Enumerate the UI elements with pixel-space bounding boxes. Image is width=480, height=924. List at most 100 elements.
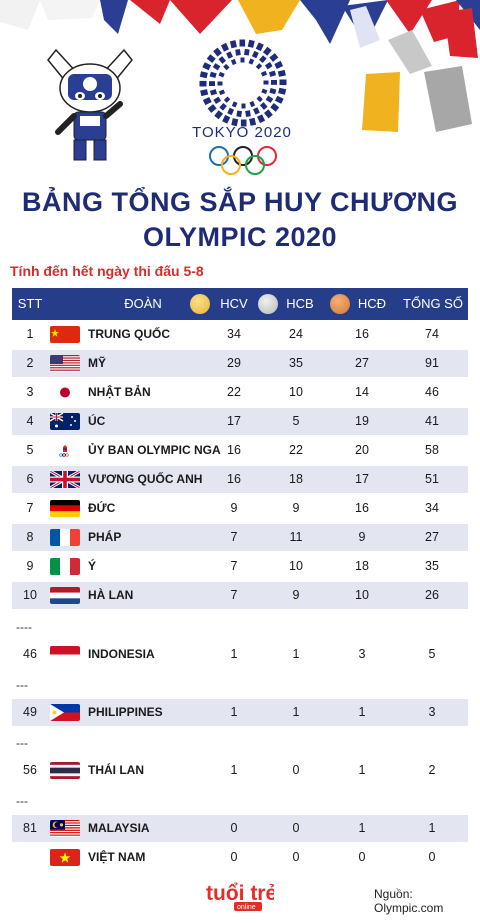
indonesia-flag-icon — [50, 646, 80, 663]
olympic-rings-icon — [209, 146, 277, 175]
team-name: THÁI LAN — [88, 763, 144, 777]
bronze-count: 17 — [355, 472, 369, 486]
gold-count: 7 — [230, 559, 238, 573]
total-count: 26 — [425, 588, 439, 602]
gold-count: 1 — [230, 705, 238, 719]
total-count: 91 — [425, 356, 439, 370]
total-count: 34 — [425, 501, 439, 515]
total-count: 51 — [425, 472, 439, 486]
header-silver: HCB — [286, 296, 314, 311]
svg-text:tuổi trẻ: tuổi trẻ — [206, 882, 274, 905]
silver-medal-icon — [258, 294, 278, 314]
row-separator: --- — [16, 736, 28, 750]
table-row: 1 TRUNG QUỐC 34 24 16 74 — [12, 321, 468, 348]
gold-medal-icon — [190, 294, 210, 314]
rank: 81 — [23, 821, 37, 835]
total-count: 2 — [428, 763, 436, 777]
team-name: MỸ — [88, 356, 106, 370]
total-count: 58 — [425, 443, 439, 457]
rank: 6 — [26, 472, 34, 486]
gold-count: 29 — [227, 356, 241, 370]
team-name: VIỆT NAM — [88, 850, 146, 864]
rank: 56 — [23, 763, 37, 777]
table-row: 49 PHILIPPINES 1 1 1 3 — [12, 699, 468, 726]
header-team: ĐOÀN — [124, 296, 162, 311]
tokyo-2020-emblem — [199, 39, 287, 127]
malaysia-flag-icon — [50, 820, 80, 837]
china-flag-icon — [50, 326, 80, 343]
bronze-medal-icon — [330, 294, 350, 314]
total-count: 27 — [425, 530, 439, 544]
bronze-count: 16 — [355, 501, 369, 515]
rank: 3 — [26, 385, 34, 399]
date-note: Tính đến hết ngày thi đấu 5-8 — [10, 263, 204, 279]
silver-count: 0 — [292, 763, 300, 777]
italy-flag-icon — [50, 558, 80, 575]
team-name: Ý — [88, 559, 97, 573]
row-separator: ---- — [16, 620, 32, 634]
germany-flag-icon — [50, 500, 80, 517]
philippines-flag-icon — [50, 704, 80, 721]
silver-count: 1 — [292, 647, 300, 661]
rank: 4 — [26, 414, 34, 428]
team-name: NHẬT BẢN — [88, 385, 151, 399]
rank — [12, 844, 48, 871]
total-count: 5 — [428, 647, 436, 661]
team-name: INDONESIA — [88, 647, 155, 661]
gold-count: 7 — [230, 588, 238, 602]
vietnam-flag-icon — [50, 849, 80, 866]
rank: 9 — [26, 559, 34, 573]
table-row: 46 INDONESIA 1 1 3 5 — [12, 641, 468, 668]
table-row: 56 THÁI LAN 1 0 1 2 — [12, 757, 468, 784]
gold-count: 9 — [230, 501, 238, 515]
bronze-count: 27 — [355, 356, 369, 370]
gold-count: 34 — [227, 327, 241, 341]
usa-flag-icon — [50, 355, 80, 372]
rank: 49 — [23, 705, 37, 719]
total-count: 41 — [425, 414, 439, 428]
gold-count: 17 — [227, 414, 241, 428]
rank: 7 — [26, 501, 34, 515]
total-count: 46 — [425, 385, 439, 399]
total-count: 0 — [428, 850, 436, 864]
gold-count: 22 — [227, 385, 241, 399]
gold-count: 0 — [230, 850, 238, 864]
mascot-illustration — [47, 48, 133, 161]
total-count: 3 — [428, 705, 436, 719]
table-row: 3 NHẬT BẢN 22 10 14 46 — [12, 379, 468, 406]
gold-count: 1 — [230, 763, 238, 777]
svg-text:online: online — [237, 904, 256, 911]
team-name: ỦY BAN OLYMPIC NGA — [88, 443, 221, 457]
silver-count: 0 — [292, 850, 300, 864]
table-row: 6 VƯƠNG QUỐC ANH 16 18 17 51 — [12, 466, 468, 493]
rank: 2 — [26, 356, 34, 370]
team-name: ÚC — [88, 414, 106, 428]
gold-count: 16 — [227, 472, 241, 486]
rank: 8 — [26, 530, 34, 544]
games-name: TOKYO 2020 — [192, 124, 292, 141]
source-note: Nguồn: Olympic.com — [374, 887, 444, 915]
total-count: 1 — [428, 821, 436, 835]
team-name: TRUNG QUỐC — [88, 327, 170, 341]
bronze-count: 1 — [358, 763, 366, 777]
silver-count: 10 — [289, 385, 303, 399]
decorative-shapes — [0, 0, 480, 132]
team-name: PHILIPPINES — [88, 705, 163, 719]
silver-count: 9 — [292, 588, 300, 602]
thailand-flag-icon — [50, 762, 80, 779]
rank: 10 — [23, 588, 37, 602]
gold-count: 7 — [230, 530, 238, 544]
table-row: VIỆT NAM 0 0 0 0 — [12, 844, 468, 871]
header-stt: STT — [17, 296, 43, 311]
team-name: PHÁP — [88, 530, 122, 544]
bronze-count: 10 — [355, 588, 369, 602]
page-title-line2: OLYMPIC 2020 — [142, 222, 338, 252]
team-name: ĐỨC — [88, 501, 116, 515]
roc-flag-icon — [50, 442, 80, 459]
netherlands-flag-icon — [50, 587, 80, 604]
bronze-count: 1 — [358, 821, 366, 835]
silver-count: 18 — [289, 472, 303, 486]
total-count: 74 — [425, 327, 439, 341]
bronze-count: 3 — [358, 647, 366, 661]
bronze-count: 1 — [358, 705, 366, 719]
